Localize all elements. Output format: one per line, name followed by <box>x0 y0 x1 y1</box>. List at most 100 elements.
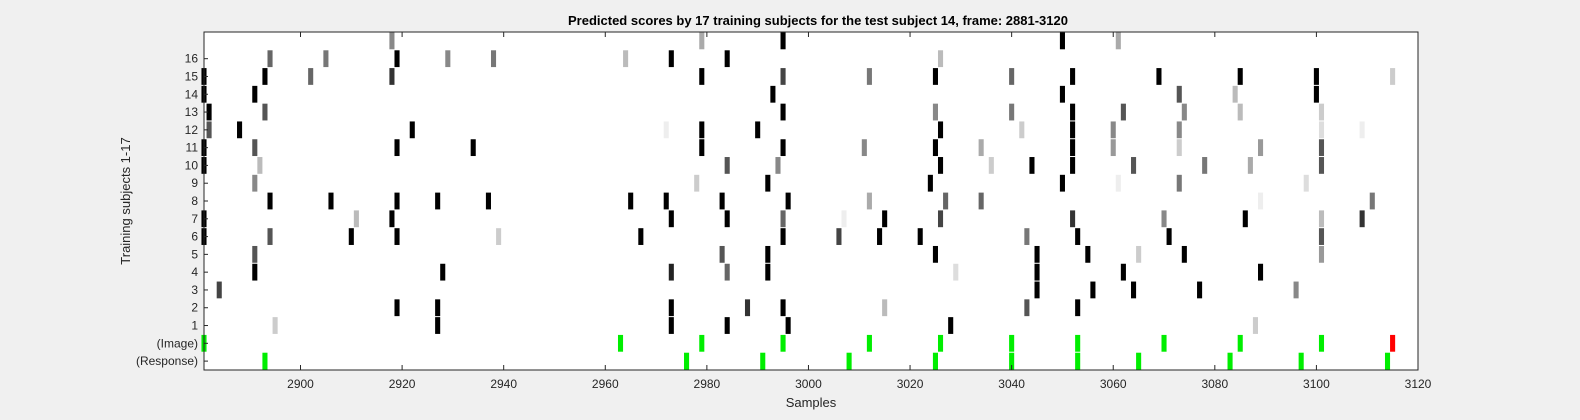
score-cell <box>1166 228 1172 245</box>
score-cell <box>927 174 933 192</box>
score-cell <box>1369 192 1375 210</box>
score-cell <box>1293 281 1299 299</box>
score-cell <box>668 299 674 317</box>
score-cell <box>1059 174 1065 192</box>
y-tick-label: 4 <box>191 265 198 279</box>
score-cell <box>1070 121 1076 139</box>
y-tick-label: 6 <box>191 230 198 244</box>
score-cell <box>699 121 705 139</box>
score-cell <box>1161 210 1167 228</box>
score-cell <box>724 157 730 174</box>
plot-area <box>204 32 1418 370</box>
score-cell <box>684 352 690 370</box>
x-tick-label: 3000 <box>795 377 822 391</box>
score-cell <box>1359 210 1365 228</box>
x-tick-label: 3100 <box>1303 377 1330 391</box>
score-cell <box>445 50 451 68</box>
score-cell <box>1034 263 1040 281</box>
score-cell <box>237 121 243 139</box>
score-cell <box>485 192 491 210</box>
score-cell <box>877 228 883 245</box>
score-cell <box>1009 68 1015 85</box>
score-cell <box>780 103 786 121</box>
score-cell <box>389 210 395 228</box>
x-tick-label: 3120 <box>1405 377 1432 391</box>
score-cell <box>1176 121 1182 139</box>
score-cell <box>1019 121 1025 139</box>
score-cell <box>668 210 674 228</box>
x-tick-label: 2940 <box>490 377 517 391</box>
score-cell <box>775 157 781 174</box>
score-cell <box>1009 352 1015 370</box>
score-cell <box>932 352 938 370</box>
score-cell <box>216 281 222 299</box>
score-cell <box>1232 85 1238 103</box>
score-cell <box>846 352 852 370</box>
y-tick-label: 13 <box>185 105 199 119</box>
score-cell <box>1059 85 1065 103</box>
score-cell <box>937 334 944 352</box>
score-cell <box>1181 103 1187 121</box>
score-cell <box>1242 210 1248 228</box>
score-cell <box>755 121 761 139</box>
score-cell <box>1115 32 1121 50</box>
score-cell <box>1318 334 1325 352</box>
score-cell <box>638 228 644 245</box>
score-cell <box>1227 352 1233 370</box>
x-axis-label: Samples <box>786 395 837 410</box>
plot-frame <box>203 31 1419 371</box>
score-cell <box>1176 139 1182 157</box>
score-cell <box>267 192 273 210</box>
score-cell <box>323 50 329 68</box>
score-cell <box>780 68 786 85</box>
score-cell <box>262 103 268 121</box>
score-cell <box>1313 68 1319 85</box>
score-cell <box>1237 103 1243 121</box>
score-cell <box>932 245 938 263</box>
score-cell <box>668 317 674 334</box>
score-cell <box>1059 32 1065 50</box>
score-cell <box>1085 245 1091 263</box>
y-tick-label: 10 <box>185 158 199 172</box>
score-cell <box>780 334 786 352</box>
score-cell <box>1075 352 1081 370</box>
score-cell <box>866 192 872 210</box>
x-tick-label: 2900 <box>287 377 314 391</box>
score-cell <box>272 317 278 334</box>
score-cell <box>1024 299 1030 317</box>
score-cell <box>1384 352 1391 370</box>
y-tick-label: (Response) <box>136 354 198 368</box>
score-cell <box>780 139 786 157</box>
score-cell <box>394 299 400 317</box>
score-cell <box>1258 192 1264 210</box>
score-cell <box>409 121 415 139</box>
score-cell <box>719 192 725 210</box>
score-cell <box>780 32 786 50</box>
score-cell <box>267 228 273 245</box>
score-cell <box>699 32 705 50</box>
score-cell <box>252 245 258 263</box>
score-cell <box>1303 174 1309 192</box>
y-tick-label: (Image) <box>157 336 198 350</box>
score-cell <box>1009 334 1015 352</box>
score-cell <box>699 334 705 352</box>
score-cell <box>348 228 354 245</box>
score-cell <box>435 299 441 317</box>
score-cell <box>252 174 258 192</box>
score-cell <box>1318 157 1325 174</box>
score-cell <box>1034 281 1040 299</box>
score-cell <box>1318 103 1325 121</box>
score-cell <box>836 228 842 245</box>
score-cell <box>389 68 395 85</box>
x-ticks: 2900 2920 2940 2960 2980 3000 3020 3040 3060 3080… <box>287 32 1432 391</box>
score-cell <box>1313 85 1319 103</box>
score-cell <box>1318 210 1325 228</box>
score-cell <box>668 263 674 281</box>
score-cell <box>932 139 938 157</box>
score-cell <box>1237 68 1243 85</box>
score-cell <box>1115 174 1121 192</box>
score-cell <box>861 139 867 157</box>
score-cell <box>1075 228 1081 245</box>
score-cell <box>252 263 258 281</box>
